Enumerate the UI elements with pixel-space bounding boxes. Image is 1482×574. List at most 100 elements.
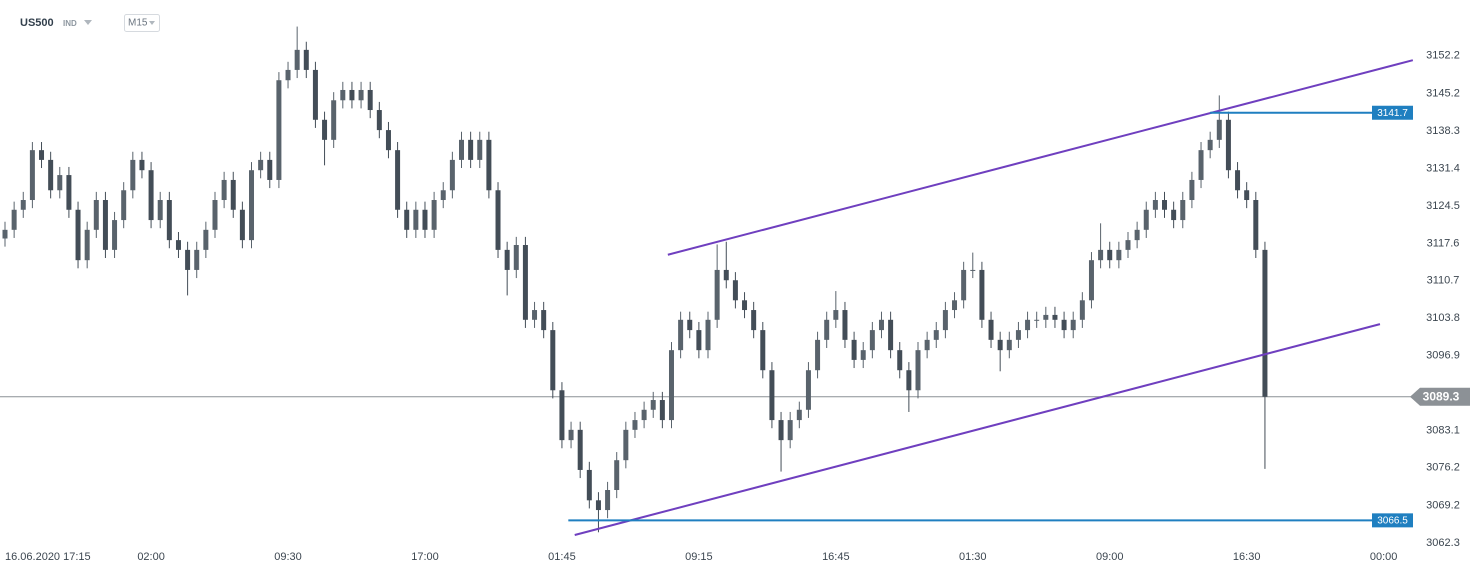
candle-body	[303, 49, 309, 70]
candle-body	[833, 310, 839, 320]
candle-body	[1098, 249, 1104, 261]
candle-body	[970, 269, 976, 271]
x-tick-label: 01:30	[959, 551, 987, 563]
candle-body	[367, 89, 373, 111]
candle-body	[614, 460, 620, 491]
last-price-label: 3089.3	[1423, 389, 1460, 403]
candle-body	[1162, 200, 1168, 210]
candle-body	[203, 229, 209, 250]
candle-body	[75, 209, 81, 261]
candle-body	[2, 229, 8, 239]
candle-body	[1061, 319, 1067, 331]
candle-body	[84, 229, 90, 261]
candle-body	[723, 269, 729, 281]
candle-body	[678, 319, 684, 351]
candle-body	[586, 469, 592, 501]
candle-body	[623, 429, 629, 461]
x-tick-label: 16:30	[1233, 551, 1261, 563]
candle-body	[1006, 339, 1012, 351]
candle-body	[641, 409, 647, 421]
candle-body	[312, 69, 318, 120]
candle-body	[102, 200, 108, 250]
candle-body	[239, 209, 245, 241]
candle-body	[513, 245, 519, 270]
candle-body	[376, 110, 382, 131]
candle-body	[961, 269, 967, 301]
timeframe-box[interactable]	[124, 14, 160, 32]
x-tick-label: 01:45	[548, 551, 576, 563]
symbol-type: IND	[63, 19, 77, 28]
candle-body	[824, 319, 830, 340]
level-label-box	[1372, 105, 1413, 120]
candle-body	[185, 249, 191, 270]
x-tick-label: 16.06.2020 17:15	[5, 551, 91, 563]
candle-body	[1116, 249, 1122, 261]
candle-body	[1043, 314, 1049, 320]
last-price-tag	[1410, 387, 1470, 406]
level-label: 3066.5	[1377, 515, 1408, 526]
symbol[interactable]: US500	[20, 17, 54, 29]
candle-body	[486, 139, 492, 191]
candle-body	[732, 280, 738, 301]
y-tick-label: 3103.8	[1426, 312, 1460, 324]
candle-body	[942, 310, 948, 331]
timeframe[interactable]: M15	[128, 18, 148, 29]
candle-body	[11, 209, 17, 230]
candle-body	[851, 339, 857, 360]
candle-body	[504, 249, 510, 270]
candle-body	[1244, 190, 1250, 201]
candle-body	[997, 339, 1003, 351]
candle-body	[787, 420, 793, 441]
candle-body	[805, 370, 811, 410]
candle-body	[1107, 249, 1113, 261]
y-tick-label: 3138.3	[1426, 125, 1460, 137]
candle-body	[440, 190, 446, 201]
candle-body	[1253, 200, 1259, 250]
candle-body	[979, 269, 985, 320]
candle-body	[705, 319, 711, 351]
candle-body	[413, 209, 419, 230]
dropdown-arrow[interactable]	[84, 20, 92, 25]
y-tick-label: 3096.9	[1426, 349, 1460, 361]
candle-body	[522, 245, 528, 320]
candle-body	[121, 190, 127, 221]
candle-body	[696, 330, 702, 351]
candle-body	[650, 400, 656, 410]
candle-body	[897, 350, 903, 371]
candle-body	[57, 175, 63, 191]
candle-body	[796, 409, 802, 421]
y-tick-label: 3145.2	[1426, 88, 1460, 100]
timeframe-arrow	[149, 21, 155, 25]
x-tick-label: 00:00	[1370, 551, 1398, 563]
candle-body	[751, 310, 757, 331]
candle-body	[1225, 119, 1231, 171]
x-tick-label: 09:30	[274, 551, 302, 563]
candle-body	[212, 200, 218, 230]
candle-body	[139, 159, 145, 171]
candle-body	[1216, 119, 1222, 140]
candle-body	[860, 350, 866, 360]
candle-body	[869, 330, 875, 351]
candle-body	[742, 300, 748, 311]
candle-body	[112, 220, 118, 250]
candle-body	[1180, 200, 1186, 221]
x-tick-label: 16:45	[822, 551, 850, 563]
candle-body	[495, 190, 501, 250]
candle-body	[1235, 170, 1241, 191]
trend-line	[574, 323, 1381, 536]
candle-body	[194, 249, 200, 270]
y-tick-label: 3117.6	[1427, 237, 1460, 249]
candle-body	[769, 370, 775, 421]
candle-body	[294, 49, 300, 70]
y-tick-label: 3110.7	[1427, 275, 1460, 287]
candle-body	[157, 200, 163, 221]
candle-body	[906, 370, 912, 391]
x-tick-label: 09:15	[685, 551, 713, 563]
y-tick-label: 3069.2	[1426, 500, 1460, 512]
candle-body	[249, 170, 255, 241]
candle-body	[595, 500, 601, 511]
x-tick-label: 17:00	[411, 551, 439, 563]
candle-body	[888, 319, 894, 351]
candle-body	[659, 400, 665, 421]
